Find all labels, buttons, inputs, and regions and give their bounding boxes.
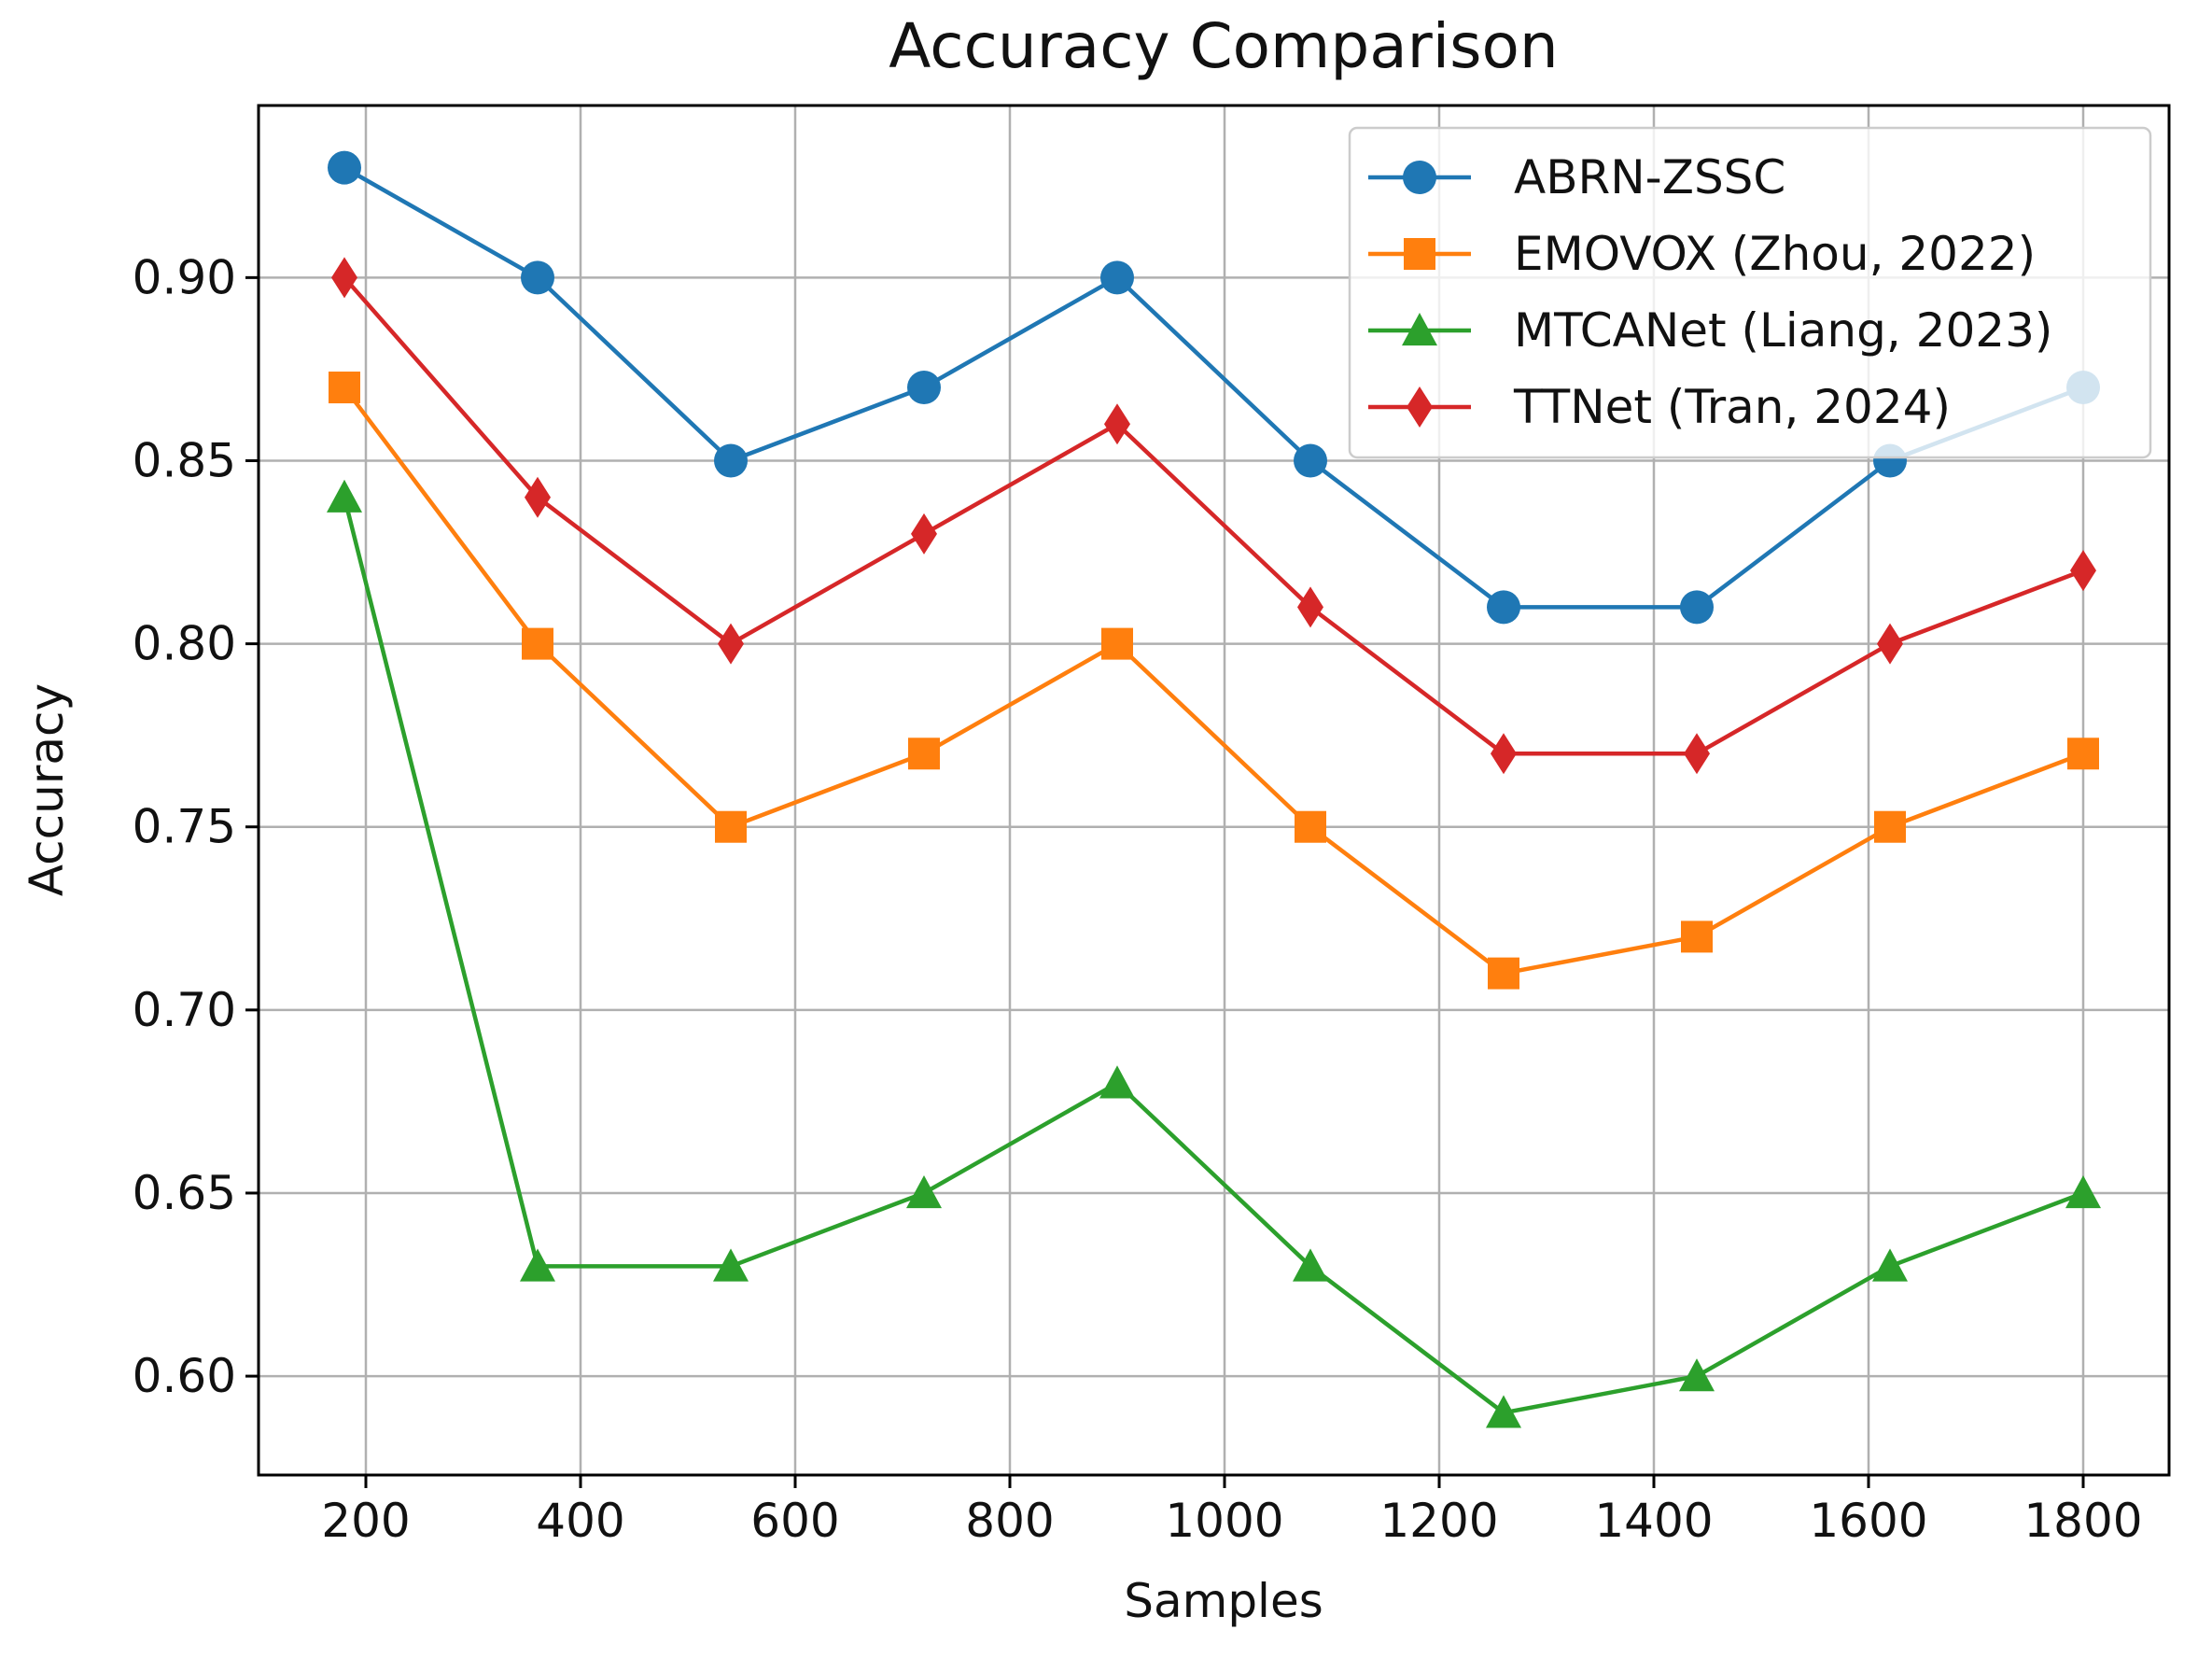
data-point [1486, 1395, 1521, 1428]
legend-marker [1402, 313, 1437, 346]
data-point [1684, 733, 1710, 775]
data-point [2070, 550, 2096, 592]
legend-entry: EMOVOX (Zhou, 2022) [1368, 227, 2036, 281]
series-layer [327, 150, 2101, 1428]
x-tick-label: 1000 [1165, 1494, 1283, 1548]
data-point [1099, 1065, 1135, 1099]
data-point [1100, 260, 1134, 295]
data-point [908, 738, 940, 770]
y-tick-label: 0.90 [133, 250, 236, 304]
y-tick-label: 0.80 [133, 617, 236, 671]
data-point [1101, 627, 1133, 660]
legend-marker [1407, 386, 1433, 428]
x-tick-label: 600 [750, 1494, 839, 1548]
legend-box [1348, 126, 2152, 459]
data-point [1487, 590, 1520, 625]
legend-label: MTCANet (Liang, 2023) [1514, 303, 2052, 358]
series-line [343, 275, 2084, 756]
plot-frame [257, 104, 2171, 1477]
data-point [1679, 1358, 1715, 1392]
data-point [713, 1248, 749, 1282]
legend-entry: ABRN-ZSSC [1368, 150, 1785, 204]
data-point [1295, 810, 1326, 843]
legend-entry: MTCANet (Liang, 2023) [1368, 303, 2052, 358]
y-axis-label: Accuracy [20, 683, 74, 896]
data-point [907, 371, 941, 405]
legend-entry: TTNet (Tran, 2024) [1368, 380, 1951, 434]
legend-label: EMOVOX (Zhou, 2022) [1514, 227, 2036, 281]
x-tick-label: 800 [965, 1494, 1054, 1548]
data-point [2065, 1174, 2101, 1209]
data-point [906, 1174, 942, 1209]
legend-marker [1404, 238, 1435, 270]
legend-marker [1403, 161, 1436, 194]
series-2 [327, 479, 2101, 1428]
data-point [329, 372, 360, 404]
data-point [1488, 957, 1519, 990]
legend-label: ABRN-ZSSC [1514, 150, 1785, 204]
data-point [1293, 1248, 1328, 1282]
data-point [1294, 443, 1327, 478]
series-line [343, 165, 2084, 610]
legend-label: TTNet (Tran, 2024) [1513, 380, 1951, 434]
data-point [328, 150, 361, 185]
data-point [331, 257, 357, 299]
y-tick-label: 0.75 [133, 800, 236, 854]
x-axis-label: Samples [1124, 1574, 1323, 1628]
series-0 [328, 150, 2100, 625]
series-1 [329, 372, 2099, 990]
data-point [520, 1248, 555, 1282]
x-tick-label: 1800 [2023, 1494, 2142, 1548]
data-point [1104, 403, 1130, 445]
series-line [343, 386, 2084, 976]
chart-title: Accuracy Comparison [889, 10, 1558, 82]
y-tick-label: 0.85 [133, 433, 236, 487]
y-tick-label: 0.70 [133, 983, 236, 1037]
y-tick-label: 0.60 [133, 1349, 236, 1403]
series-3 [331, 257, 2096, 775]
data-point [327, 479, 362, 513]
legend: ABRN-ZSSC EMOVOX (Zhou, 2022) MTCANet (Lia… [1348, 126, 2152, 459]
data-point [1681, 920, 1713, 953]
data-point [1874, 810, 1906, 843]
data-point [718, 623, 744, 665]
data-point [1877, 623, 1903, 665]
x-tick-label: 1400 [1594, 1494, 1713, 1548]
y-axis-ticks: 0.60 0.65 0.70 0.75 0.80 0.85 0.90 [133, 250, 259, 1403]
data-point [911, 513, 937, 555]
data-point [522, 627, 553, 660]
x-tick-label: 400 [536, 1494, 624, 1548]
x-axis-ticks: 200 400 600 800 1000 1200 1400 1600 1800 [321, 1475, 2143, 1548]
data-point [521, 260, 554, 295]
data-point [1491, 733, 1517, 775]
data-point [2067, 738, 2099, 770]
data-point [1297, 586, 1323, 628]
data-point [1680, 590, 1714, 625]
x-tick-label: 1200 [1379, 1494, 1498, 1548]
x-tick-label: 200 [321, 1494, 410, 1548]
data-point [525, 476, 551, 518]
data-point [714, 443, 748, 478]
y-tick-label: 0.65 [133, 1166, 236, 1220]
data-point [1872, 1248, 1908, 1282]
series-line [342, 497, 2084, 1415]
data-point [715, 810, 747, 843]
x-tick-label: 1600 [1809, 1494, 1927, 1548]
